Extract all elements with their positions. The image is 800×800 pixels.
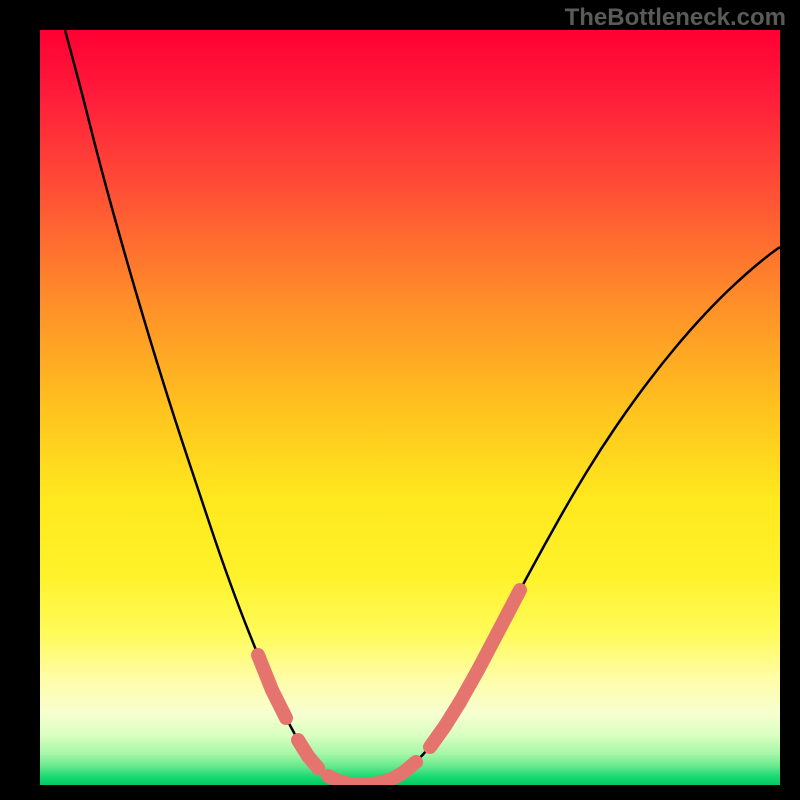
plot-svg — [40, 30, 780, 785]
watermark-text: TheBottleneck.com — [565, 4, 786, 32]
highlight-bead — [308, 756, 318, 768]
gradient-background — [40, 30, 780, 785]
chart-canvas: TheBottleneck.com — [0, 0, 800, 800]
highlight-bead — [404, 762, 416, 772]
plot-area — [40, 30, 780, 785]
